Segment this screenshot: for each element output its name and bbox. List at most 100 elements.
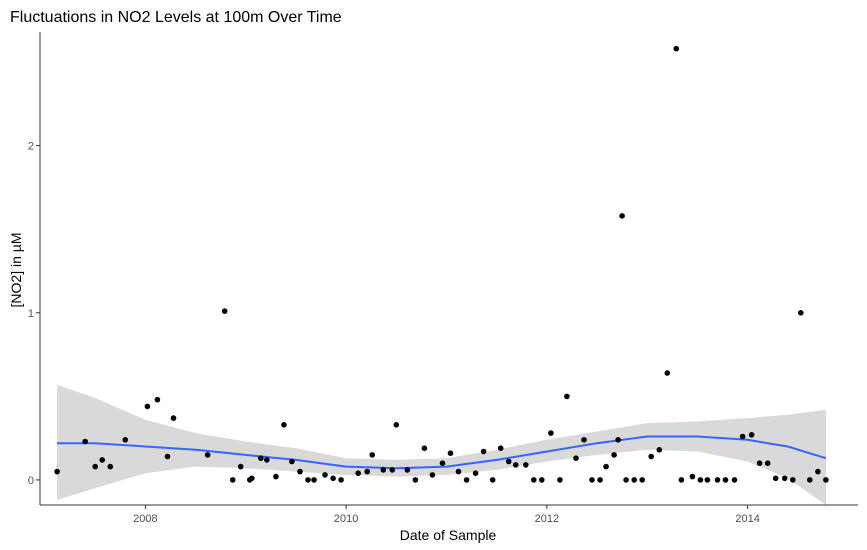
data-point [615,437,621,443]
data-point [92,463,98,470]
data-point [648,453,654,460]
data-point [311,477,317,483]
confidence-band [57,384,826,505]
data-point [772,475,779,482]
data-point [393,422,400,428]
data-point [305,477,311,483]
data-point [581,437,587,443]
x-tick-label: 2008 [133,513,157,525]
data-point [790,477,796,483]
data-point [619,213,625,219]
data-point [54,468,60,475]
x-axis-title: Date of Sample [400,527,497,543]
data-point [122,437,129,443]
data-point [505,458,512,465]
data-point [548,430,554,436]
data-point [697,477,704,483]
data-point [463,477,470,483]
data-point [714,477,721,483]
data-point [531,477,537,483]
y-tick-label: 2 [28,141,34,153]
data-point [273,473,279,480]
data-point [429,472,436,478]
data-point [764,460,771,467]
data-point [249,475,255,482]
confidence-band-layer [57,384,826,505]
data-point [355,470,362,477]
data-point [338,477,344,483]
x-tick-label: 2014 [735,513,759,525]
y-axis-title: [NO2] in µM [8,233,24,308]
data-point [258,455,264,462]
data-point [798,310,804,316]
data-point [170,415,177,421]
data-point [221,308,228,314]
data-point [330,475,336,482]
data-point [823,477,829,483]
data-point [237,463,244,470]
data-point [107,463,114,470]
data-point [731,477,738,483]
data-point [380,467,387,473]
y-tick-label: 1 [28,308,34,320]
data-point [807,477,813,483]
data-point [204,452,211,458]
data-point [369,452,376,458]
data-point [781,475,788,482]
data-point [623,477,629,483]
data-point [99,457,105,463]
data-point [455,468,462,475]
y-tick-label: 0 [28,475,34,487]
data-point [557,477,563,483]
data-point [815,468,821,475]
data-point [564,393,570,400]
data-point [611,452,617,458]
smooth-line-layer [57,435,827,470]
data-point [512,462,519,468]
data-point [722,477,729,483]
axes: 2008 2010 2012 2014 0 1 2 [28,32,858,525]
data-point [289,458,295,465]
data-point [639,477,645,483]
data-point [472,470,479,477]
data-point [154,396,161,403]
x-tick-label: 2012 [535,513,559,525]
data-point [281,422,287,428]
data-point [421,445,428,452]
data-point [389,467,396,473]
data-point [656,447,663,453]
data-point [480,448,487,455]
data-point [82,438,88,445]
data-point [412,477,419,483]
data-point [603,463,609,470]
data-point [739,433,746,440]
data-point [704,477,711,483]
data-point [539,477,545,483]
data-point [631,477,637,483]
data-point [439,460,446,467]
data-point [364,468,371,475]
x-tick-label: 2010 [334,513,358,525]
data-point [748,432,755,438]
data-point [229,477,236,483]
data-point [523,462,529,468]
data-point [589,477,595,483]
data-point [322,472,328,478]
data-point [597,477,603,483]
data-point [264,457,270,463]
data-point [297,468,303,475]
smooth-trend-line [57,435,827,470]
data-point [673,45,680,52]
data-point [144,403,151,410]
data-point [497,445,504,452]
data-point [678,477,685,483]
data-point [164,453,171,460]
data-points-layer [54,45,829,483]
chart-title: Fluctuations in NO2 Levels at 100m Over … [10,9,342,26]
data-point [404,467,411,473]
data-point [489,477,496,483]
data-point [447,450,454,457]
data-point [756,460,763,467]
data-point [689,473,696,480]
